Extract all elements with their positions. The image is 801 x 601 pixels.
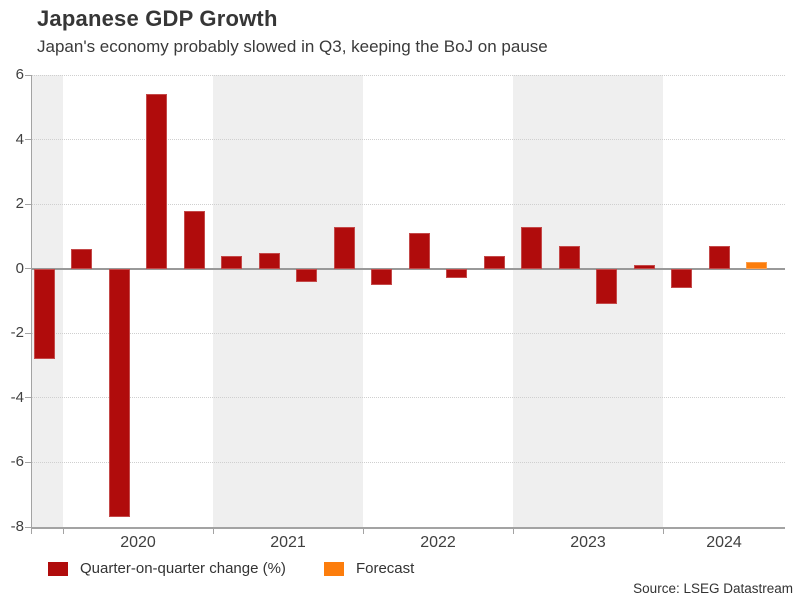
bar-2023-q3 bbox=[596, 268, 618, 305]
y-axis-label--8: -8 bbox=[10, 518, 24, 535]
x-axis-label-2024: 2024 bbox=[706, 534, 742, 551]
year-band-2021 bbox=[213, 75, 363, 527]
bar-2022-q1 bbox=[371, 268, 393, 285]
gridline-6 bbox=[31, 74, 785, 76]
bar-2021-q2 bbox=[258, 252, 280, 269]
legend-item-forecast: Forecast bbox=[323, 560, 415, 577]
bar-2023-q2 bbox=[558, 246, 580, 269]
y-tick--2 bbox=[25, 332, 31, 334]
y-axis-label-4: 4 bbox=[15, 130, 24, 148]
gridline-4 bbox=[31, 139, 785, 141]
y-axis-label--6: -6 bbox=[10, 453, 24, 471]
bar-2023-q1 bbox=[521, 226, 543, 269]
bar-2022-q3 bbox=[446, 268, 468, 279]
y-tick-4 bbox=[25, 139, 31, 141]
chart-subtitle: Japan's economy probably slowed in Q3, k… bbox=[37, 37, 548, 56]
source-attribution: Source: LSEG Datastream bbox=[633, 581, 793, 596]
forecast-series-swatch bbox=[323, 561, 344, 576]
x-tick-1 bbox=[62, 529, 64, 534]
y-axis-label-2: 2 bbox=[15, 195, 24, 213]
bar-2020-q1 bbox=[71, 249, 93, 269]
legend-item-qoq: Quarter-on-quarter change (%) bbox=[48, 560, 286, 577]
qoq-series-swatch bbox=[48, 561, 68, 576]
bar-2021-q3 bbox=[296, 268, 318, 282]
bar-2024-q3 bbox=[746, 262, 768, 269]
y-tick--6 bbox=[25, 461, 31, 463]
bar-2023-q4 bbox=[633, 265, 655, 269]
bar-2022-q4 bbox=[483, 255, 505, 269]
y-axis-line bbox=[31, 75, 32, 527]
y-tick-6 bbox=[25, 74, 31, 76]
x-axis-label-2022: 2022 bbox=[420, 534, 456, 551]
x-tick-3 bbox=[362, 529, 364, 534]
y-axis-label--2: -2 bbox=[10, 324, 24, 342]
bar-2024-q1 bbox=[671, 268, 693, 289]
x-tick-5 bbox=[662, 529, 664, 534]
bar-2020-q2 bbox=[108, 268, 130, 518]
y-tick-2 bbox=[25, 203, 31, 205]
legend-label-qoq: Quarter-on-quarter change (%) bbox=[80, 560, 286, 577]
legend-label-forecast: Forecast bbox=[355, 560, 415, 577]
legend: Quarter-on-quarter change (%) Forecast bbox=[48, 560, 414, 577]
gridline--2 bbox=[31, 332, 785, 334]
bar-2022-q2 bbox=[408, 233, 430, 269]
gridline--6 bbox=[31, 461, 785, 463]
x-axis-label-2020: 2020 bbox=[120, 534, 156, 551]
bar-2024-q2 bbox=[708, 246, 730, 269]
year-band-2023 bbox=[513, 75, 663, 527]
y-axis-label-6: 6 bbox=[15, 66, 24, 83]
gridline-2 bbox=[31, 203, 785, 205]
y-tick--8 bbox=[25, 526, 31, 528]
zero-line bbox=[31, 267, 785, 270]
y-tick-0 bbox=[25, 268, 31, 270]
x-axis-label-2023: 2023 bbox=[570, 534, 606, 551]
x-tick-0 bbox=[30, 529, 32, 534]
x-tick-4 bbox=[512, 529, 514, 534]
bar-2020-q4 bbox=[183, 210, 205, 269]
bar-2021-q4 bbox=[333, 226, 355, 269]
x-axis-line bbox=[31, 527, 785, 529]
x-tick-2 bbox=[212, 529, 214, 534]
y-axis-label--4: -4 bbox=[10, 388, 24, 406]
gridline--4 bbox=[31, 397, 785, 399]
bar-2020-q3 bbox=[146, 94, 168, 269]
bar-2021-q1 bbox=[221, 255, 243, 269]
y-tick--4 bbox=[25, 397, 31, 399]
y-axis-label-0: 0 bbox=[15, 259, 24, 277]
bar-2019-q4 bbox=[33, 268, 55, 360]
chart-title: Japanese GDP Growth bbox=[37, 6, 278, 31]
x-axis-label-2021: 2021 bbox=[270, 534, 306, 551]
